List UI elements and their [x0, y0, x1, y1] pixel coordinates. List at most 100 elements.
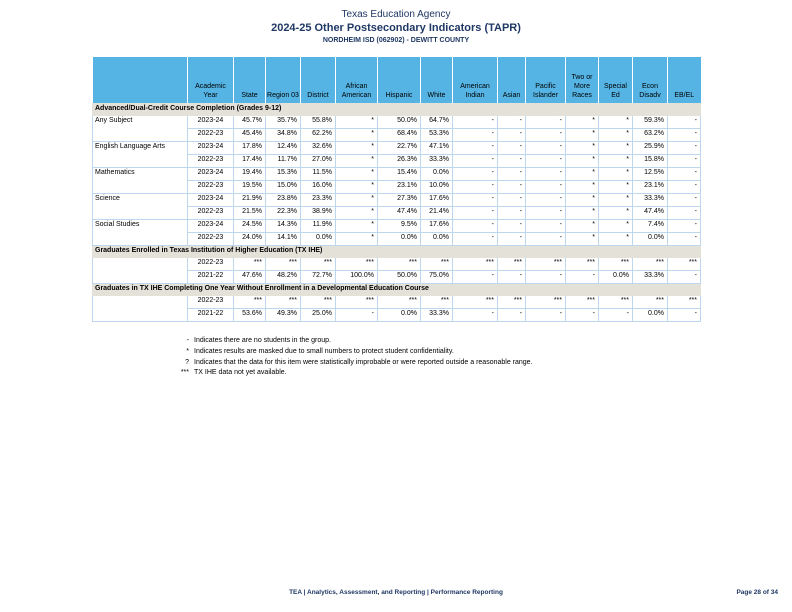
section-header-row: Graduates Enrolled in Texas Institution …: [92, 244, 701, 258]
table-row: 2021-22 53.6% 49.3% 25.0% -0.0% 33.3% - - - - -0.0…: [93, 307, 701, 322]
value-cell: -: [525, 205, 566, 220]
value-cell: 33.3%: [632, 269, 668, 284]
value-cell: -: [497, 205, 526, 220]
value-cell: *: [598, 231, 633, 246]
value-cell: *: [335, 153, 378, 168]
value-cell: 0.0%: [598, 269, 633, 284]
value-cell: 34.8%: [265, 127, 301, 142]
value-cell: 17.6%: [420, 218, 453, 233]
value-cell: ***: [335, 294, 378, 309]
value-cell: -: [525, 127, 566, 142]
value-cell: ***: [667, 256, 701, 271]
value-cell: -: [667, 231, 701, 246]
agency-title: Texas Education Agency: [341, 9, 451, 20]
value-cell: 45.7%: [233, 114, 266, 129]
value-cell: 11.9%: [300, 218, 336, 233]
value-cell: ***: [497, 256, 526, 271]
year-cell: 2022-23: [187, 127, 234, 142]
value-cell: -: [497, 218, 526, 233]
value-cell: ***: [233, 256, 266, 271]
footnote: ? Indicates that the data for this item w…: [148, 358, 533, 369]
value-cell: ***: [598, 256, 633, 271]
report-title: 2024-25 Other Postsecondary Indicators (…: [271, 22, 521, 34]
value-cell: -: [525, 192, 566, 207]
column-header: EB/EL: [667, 57, 701, 103]
value-cell: *: [565, 179, 599, 194]
value-cell: ***: [335, 256, 378, 271]
value-cell: -: [667, 127, 701, 142]
value-cell: 49.3%: [265, 307, 301, 322]
value-cell: *: [598, 179, 633, 194]
value-cell: 17.8%: [233, 140, 266, 155]
value-cell: 15.8%: [632, 153, 668, 168]
value-cell: *: [335, 205, 378, 220]
value-cell: 63.2%: [632, 127, 668, 142]
section-title: Advanced/Dual-Credit Course Completion (…: [92, 102, 701, 116]
column-header: District: [300, 57, 336, 103]
value-cell: 68.4%: [377, 127, 421, 142]
value-cell: 55.8%: [300, 114, 336, 129]
value-cell: 0.0%: [377, 307, 421, 322]
value-cell: 15.3%: [265, 166, 301, 181]
value-cell: *: [565, 127, 599, 142]
value-cell: *: [598, 166, 633, 181]
value-cell: ***: [565, 294, 599, 309]
year-cell: 2022-23: [187, 179, 234, 194]
value-cell: 75.0%: [420, 269, 453, 284]
value-cell: -: [497, 192, 526, 207]
value-cell: 22.7%: [377, 140, 421, 155]
value-cell: -: [667, 140, 701, 155]
value-cell: -: [497, 179, 526, 194]
section-header-row: Graduates in TX IHE Completing One Year …: [92, 282, 701, 296]
footnotes-block: - Indicates there are no students in the …: [148, 336, 533, 379]
value-cell: ***: [300, 256, 336, 271]
value-cell: -: [452, 179, 498, 194]
value-cell: 50.0%: [377, 114, 421, 129]
value-cell: ***: [233, 294, 266, 309]
value-cell: *: [565, 218, 599, 233]
value-cell: 0.0%: [420, 166, 453, 181]
value-cell: ***: [525, 256, 566, 271]
value-cell: -: [525, 307, 566, 322]
value-cell: -: [525, 218, 566, 233]
footnote-text: Indicates that the data for this item we…: [194, 358, 533, 366]
table-header-row: Academic Year State Region 03 District Afric…: [92, 57, 701, 103]
value-cell: ***: [420, 294, 453, 309]
value-cell: *: [598, 140, 633, 155]
section-header-row: Advanced/Dual-Credit Course Completion (…: [92, 102, 701, 116]
value-cell: 33.3%: [420, 153, 453, 168]
footnote: *** TX IHE data not yet available.: [148, 368, 533, 379]
value-cell: -: [525, 140, 566, 155]
value-cell: 12.5%: [632, 166, 668, 181]
value-cell: 47.4%: [632, 205, 668, 220]
value-cell: *: [335, 140, 378, 155]
year-cell: 2022-23: [187, 256, 234, 271]
footnote-marker: *: [186, 347, 189, 355]
value-cell: *: [335, 231, 378, 246]
value-cell: *: [335, 218, 378, 233]
year-cell: 2023-24: [187, 166, 234, 181]
district-subtitle: NORDHEIM ISD (062902) - DEWITT COUNTY: [322, 37, 470, 44]
footnote: - Indicates there are no students in the …: [148, 336, 533, 347]
value-cell: 53.6%: [233, 307, 266, 322]
value-cell: -: [667, 307, 701, 322]
value-cell: -: [452, 269, 498, 284]
value-cell: 0.0%: [632, 307, 668, 322]
value-cell: 25.0%: [300, 307, 336, 322]
value-cell: 24.5%: [233, 218, 266, 233]
value-cell: -: [667, 114, 701, 129]
value-cell: -: [667, 205, 701, 220]
value-cell: 0.0%: [300, 231, 336, 246]
value-cell: 35.7%: [265, 114, 301, 129]
value-cell: 0.0%: [420, 231, 453, 246]
value-cell: ***: [452, 256, 498, 271]
value-cell: *: [335, 166, 378, 181]
value-cell: 21.4%: [420, 205, 453, 220]
value-cell: -: [452, 153, 498, 168]
value-cell: *: [565, 153, 599, 168]
value-cell: 19.5%: [233, 179, 266, 194]
value-cell: *: [565, 140, 599, 155]
footnote: * Indicates results are masked due to sma…: [148, 347, 533, 358]
value-cell: *: [598, 205, 633, 220]
column-header: American Indian: [452, 57, 498, 103]
